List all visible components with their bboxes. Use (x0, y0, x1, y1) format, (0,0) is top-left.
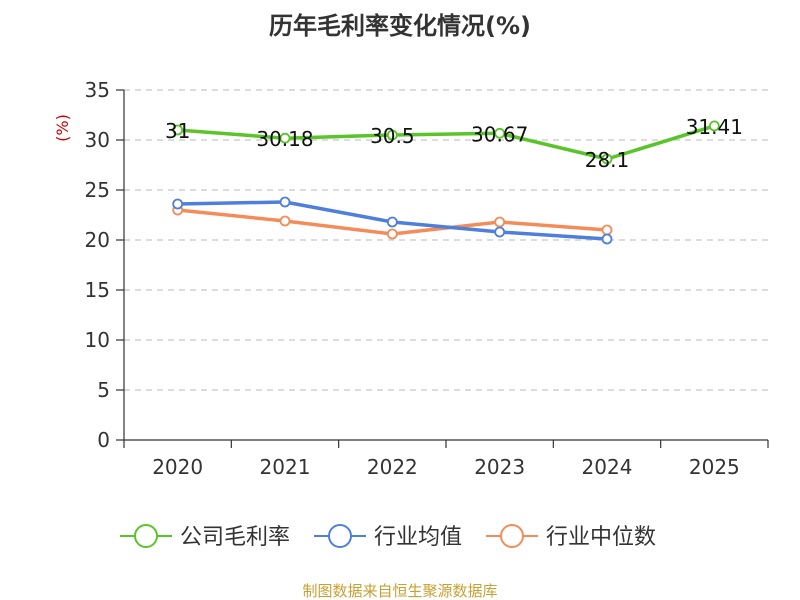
data-labels: 31 30.18 30.5 30.67 28.1 31.41 (165, 115, 743, 172)
x-tick-label: 2021 (260, 455, 311, 479)
source-note: 制图数据来自恒生聚源数据库 (302, 582, 497, 600)
y-tick-label: 15 (85, 278, 110, 302)
data-label: 31.41 (686, 115, 743, 139)
data-point (386, 216, 398, 228)
data-label: 28.1 (585, 148, 630, 172)
y-tick-label: 10 (85, 328, 110, 352)
series-group (172, 120, 720, 245)
data-label: 30.67 (471, 122, 528, 146)
x-tick-label: 2025 (689, 455, 740, 479)
y-tick-label: 20 (85, 228, 110, 252)
x-tick-label: 2020 (152, 455, 203, 479)
legend: 公司毛利率 行业均值 行业中位数 (120, 524, 656, 550)
y-tick-label: 30 (85, 128, 110, 152)
legend-swatch-marker (500, 524, 524, 548)
y-tick-label: 5 (97, 378, 110, 402)
data-point (601, 153, 613, 165)
y-axis-label: (%) (53, 114, 72, 142)
data-point (386, 129, 398, 141)
x-tick-label: 2022 (367, 455, 418, 479)
legend-label: 公司毛利率 (180, 525, 290, 550)
legend-label: 行业中位数 (546, 525, 656, 550)
x-tick-label: 2024 (582, 455, 633, 479)
data-point (708, 120, 720, 132)
data-point (494, 226, 506, 238)
legend-item: 行业中位数 (486, 524, 656, 550)
legend-item: 公司毛利率 (120, 524, 290, 550)
gridlines (124, 89, 768, 391)
data-point (386, 228, 398, 240)
data-label: 31 (165, 119, 190, 143)
legend-swatch-marker (134, 524, 158, 548)
legend-label: 行业均值 (374, 525, 462, 550)
y-tick-label: 0 (97, 428, 110, 452)
chart-title: 历年毛利率变化情况(%) (269, 12, 531, 40)
data-point (494, 127, 506, 139)
data-point (279, 215, 291, 227)
x-tick-label: 2023 (474, 455, 525, 479)
data-point (172, 124, 184, 136)
data-point (494, 216, 506, 228)
series-line (175, 124, 717, 161)
y-tick-label: 25 (85, 178, 110, 202)
legend-item: 行业均值 (314, 524, 462, 550)
data-point (279, 196, 291, 208)
data-point (601, 224, 613, 236)
y-tick-label: 35 (85, 78, 110, 102)
data-label: 30.18 (256, 127, 313, 151)
data-point (601, 233, 613, 245)
data-point (172, 198, 184, 210)
legend-swatch-marker (328, 524, 352, 548)
data-label: 30.5 (370, 124, 415, 148)
data-point (279, 132, 291, 144)
